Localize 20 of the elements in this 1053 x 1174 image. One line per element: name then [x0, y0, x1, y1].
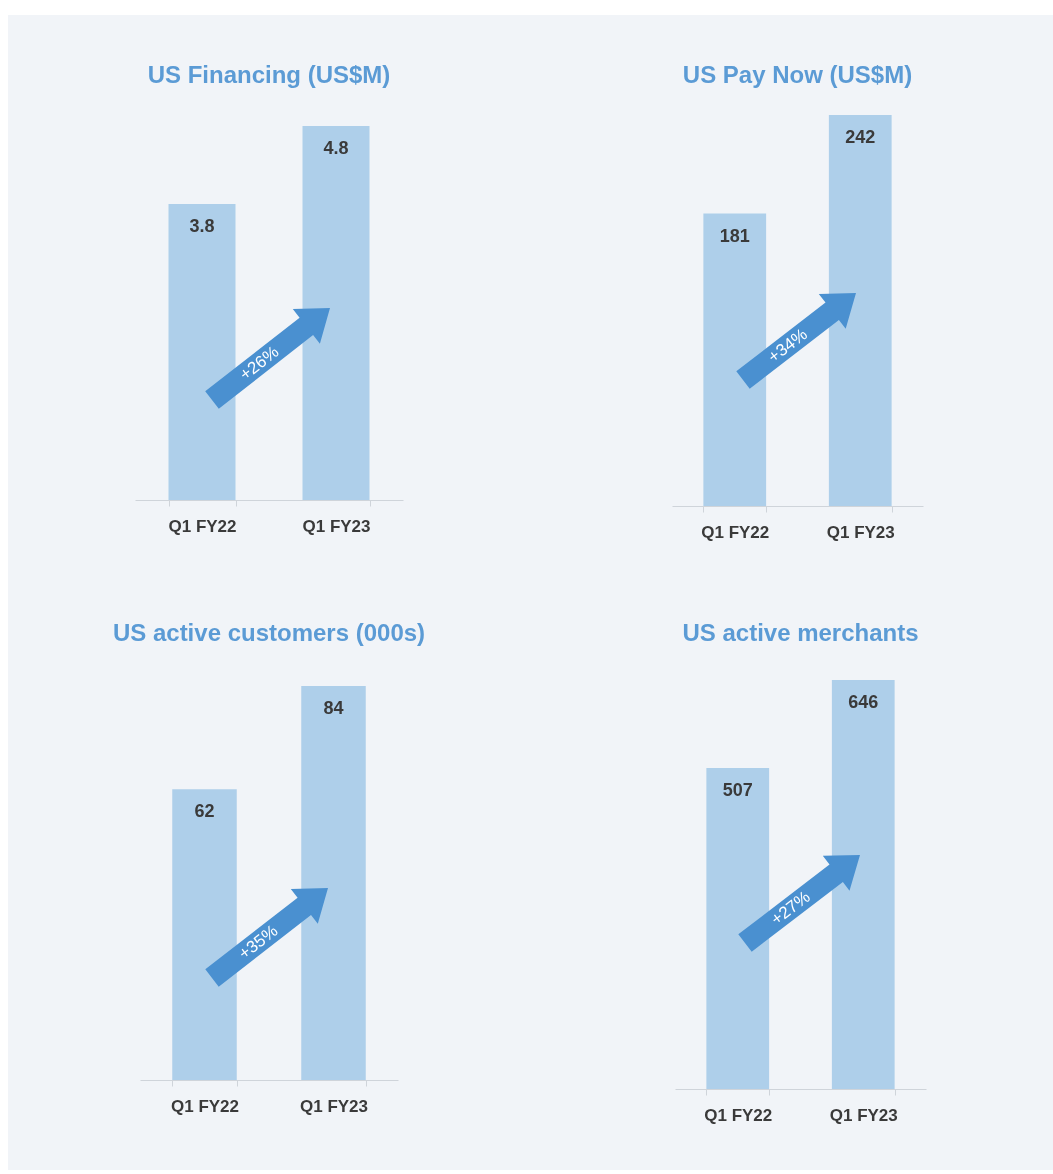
data-label: 62 [194, 801, 215, 822]
data-label: 242 [845, 127, 876, 147]
x-tick-label: Q1 FY22 [701, 522, 770, 542]
chart-title: US active customers (000s) [112, 619, 426, 646]
data-label: 646 [848, 692, 879, 712]
chart-title: US Pay Now (US$M) [682, 61, 913, 88]
data-label: 181 [719, 225, 750, 246]
data-label: 3.8 [189, 215, 215, 236]
x-tick-label: Q1 FY23 [302, 516, 371, 536]
x-tick-label: Q1 FY23 [826, 522, 895, 542]
x-tick-label: Q1 FY22 [168, 516, 237, 536]
x-tick-label: Q1 FY23 [829, 1105, 898, 1125]
x-tick-label: Q1 FY23 [299, 1096, 369, 1116]
data-label: 84 [323, 698, 344, 718]
x-tick-label: Q1 FY22 [704, 1105, 773, 1125]
data-label: 507 [722, 780, 753, 800]
chart-title: US Financing (US$M) [147, 61, 391, 88]
x-tick-label: Q1 FY22 [170, 1096, 240, 1116]
chart-title: US active merchants [682, 619, 919, 646]
data-label: 4.8 [323, 138, 349, 158]
